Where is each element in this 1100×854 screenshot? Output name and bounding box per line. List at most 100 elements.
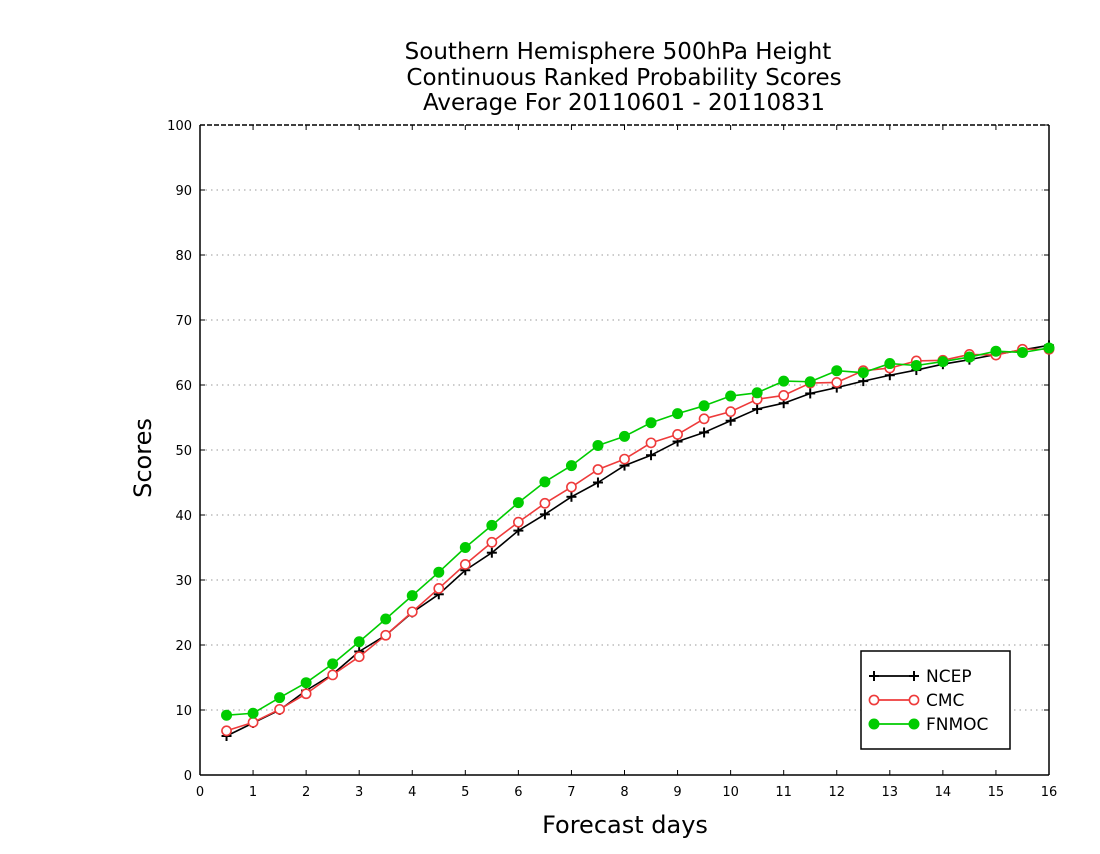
chart-title-line-3: Average For 20110601 - 20110831 — [423, 90, 825, 116]
x-tick-label-9: 9 — [673, 785, 681, 800]
data-point-cmc-14 — [566, 481, 577, 493]
data-point-fnmoc-9 — [433, 566, 445, 578]
chart-title-line-1: Southern Hemisphere 500hPa Height — [405, 39, 832, 65]
data-point-fnmoc-11 — [486, 519, 498, 531]
data-point-fnmoc-17 — [645, 417, 657, 429]
x-tick-label-8: 8 — [620, 785, 628, 800]
data-point-fnmoc-16 — [619, 430, 630, 442]
data-point-cmc-12 — [512, 516, 524, 528]
data-point-fnmoc-15 — [592, 439, 604, 451]
x-tick-label-1: 1 — [249, 785, 257, 800]
data-point-cmc-13 — [539, 497, 551, 509]
data-point-fnmoc-31 — [1016, 347, 1028, 358]
y-tick-label-20: 20 — [175, 639, 192, 654]
legend: NCEP CMC FNMOC — [860, 650, 1011, 750]
x-tick-label-2: 2 — [302, 785, 310, 800]
data-point-ncep-19 — [699, 427, 710, 438]
data-point-fnmoc-6 — [353, 636, 365, 648]
data-point-fnmoc-28 — [937, 356, 949, 368]
x-tick-label-12: 12 — [828, 785, 845, 800]
legend-marker-start-ncep — [869, 671, 879, 681]
data-point-fnmoc-2 — [247, 707, 259, 719]
y-tick-label-60: 60 — [175, 379, 192, 394]
x-axis-label: Forecast days — [542, 811, 708, 839]
grid-layer — [200, 189, 1049, 711]
y-tick-label-70: 70 — [175, 314, 192, 329]
data-point-fnmoc-22 — [778, 375, 790, 387]
data-point-cmc-19 — [698, 413, 710, 425]
x-tick-label-7: 7 — [567, 785, 575, 800]
x-tick-label-15: 15 — [988, 785, 1005, 800]
legend-item-ncep: NCEP — [869, 667, 972, 687]
data-point-fnmoc-10 — [459, 542, 471, 553]
data-point-fnmoc-5 — [327, 658, 339, 670]
data-point-cmc-3 — [274, 703, 285, 715]
y-tick-label-80: 80 — [175, 249, 192, 264]
legend-label-fnmoc: FNMOC — [926, 715, 988, 735]
x-tick-label-0: 0 — [196, 785, 204, 800]
legend-label-ncep: NCEP — [926, 667, 972, 687]
data-point-cmc-15 — [592, 464, 604, 475]
y-tick-label-40: 40 — [175, 509, 192, 524]
data-point-fnmoc-18 — [672, 408, 684, 420]
legend-marker-end-ncep — [909, 671, 919, 681]
data-point-cmc-4 — [300, 688, 312, 700]
data-point-cmc-16 — [619, 453, 630, 465]
y-tick-label-100: 100 — [167, 119, 192, 134]
data-point-cmc-20 — [725, 406, 737, 418]
legend-marker-start-cmc — [868, 694, 880, 706]
data-point-cmc-7 — [380, 629, 392, 641]
y-tick-label-0: 0 — [184, 769, 192, 784]
data-point-cmc-11 — [486, 536, 498, 548]
legend-marker-end-fnmoc — [908, 718, 920, 730]
data-point-ncep-11 — [486, 547, 497, 558]
data-point-cmc-22 — [778, 389, 790, 401]
legend-marker-end-cmc — [908, 694, 920, 706]
data-point-fnmoc-12 — [512, 497, 524, 509]
data-point-fnmoc-8 — [406, 590, 418, 602]
data-point-ncep-20 — [725, 415, 736, 426]
y-tick-label-50: 50 — [175, 444, 192, 459]
x-tick-label-11: 11 — [775, 785, 792, 800]
data-point-fnmoc-32 — [1043, 342, 1055, 354]
legend-marker-start-fnmoc — [868, 718, 880, 730]
data-point-fnmoc-7 — [380, 613, 392, 625]
data-point-cmc-5 — [327, 669, 339, 681]
data-point-cmc-8 — [406, 606, 418, 618]
x-tick-label-13: 13 — [882, 785, 899, 800]
x-tick-label-3: 3 — [355, 785, 363, 800]
series-layer — [221, 340, 1055, 741]
data-point-fnmoc-19 — [698, 400, 710, 412]
data-point-fnmoc-23 — [804, 376, 816, 388]
data-point-cmc-6 — [353, 651, 365, 663]
data-point-ncep-21 — [752, 404, 763, 415]
data-point-fnmoc-30 — [990, 345, 1002, 357]
y-tick-label-30: 30 — [175, 574, 192, 589]
series-fnmoc — [221, 342, 1055, 721]
x-tick-label-5: 5 — [461, 785, 469, 800]
data-point-ncep-14 — [566, 491, 577, 502]
data-point-cmc-10 — [459, 559, 471, 570]
data-point-fnmoc-27 — [910, 360, 922, 371]
chart-title-line-2: Continuous Ranked Probability Scores — [406, 65, 841, 91]
data-point-fnmoc-29 — [963, 351, 975, 363]
data-point-fnmoc-24 — [831, 365, 843, 377]
y-axis-label: Scores — [129, 418, 157, 498]
data-point-cmc-1 — [221, 725, 232, 737]
data-point-ncep-23 — [805, 388, 816, 399]
data-point-fnmoc-21 — [751, 387, 763, 399]
data-point-fnmoc-3 — [274, 692, 286, 704]
data-point-cmc-9 — [433, 583, 445, 594]
data-point-cmc-2 — [247, 716, 259, 728]
chart-title: Southern Hemisphere 500hPa Height Contin… — [405, 39, 842, 116]
data-point-fnmoc-13 — [539, 476, 551, 488]
legend-item-cmc: CMC — [868, 691, 964, 711]
y-tick-label-90: 90 — [175, 184, 192, 199]
data-point-fnmoc-1 — [221, 709, 233, 721]
data-point-fnmoc-25 — [857, 367, 869, 379]
x-tick-label-16: 16 — [1041, 785, 1058, 800]
legend-item-fnmoc: FNMOC — [868, 715, 988, 735]
data-point-fnmoc-26 — [884, 358, 896, 370]
